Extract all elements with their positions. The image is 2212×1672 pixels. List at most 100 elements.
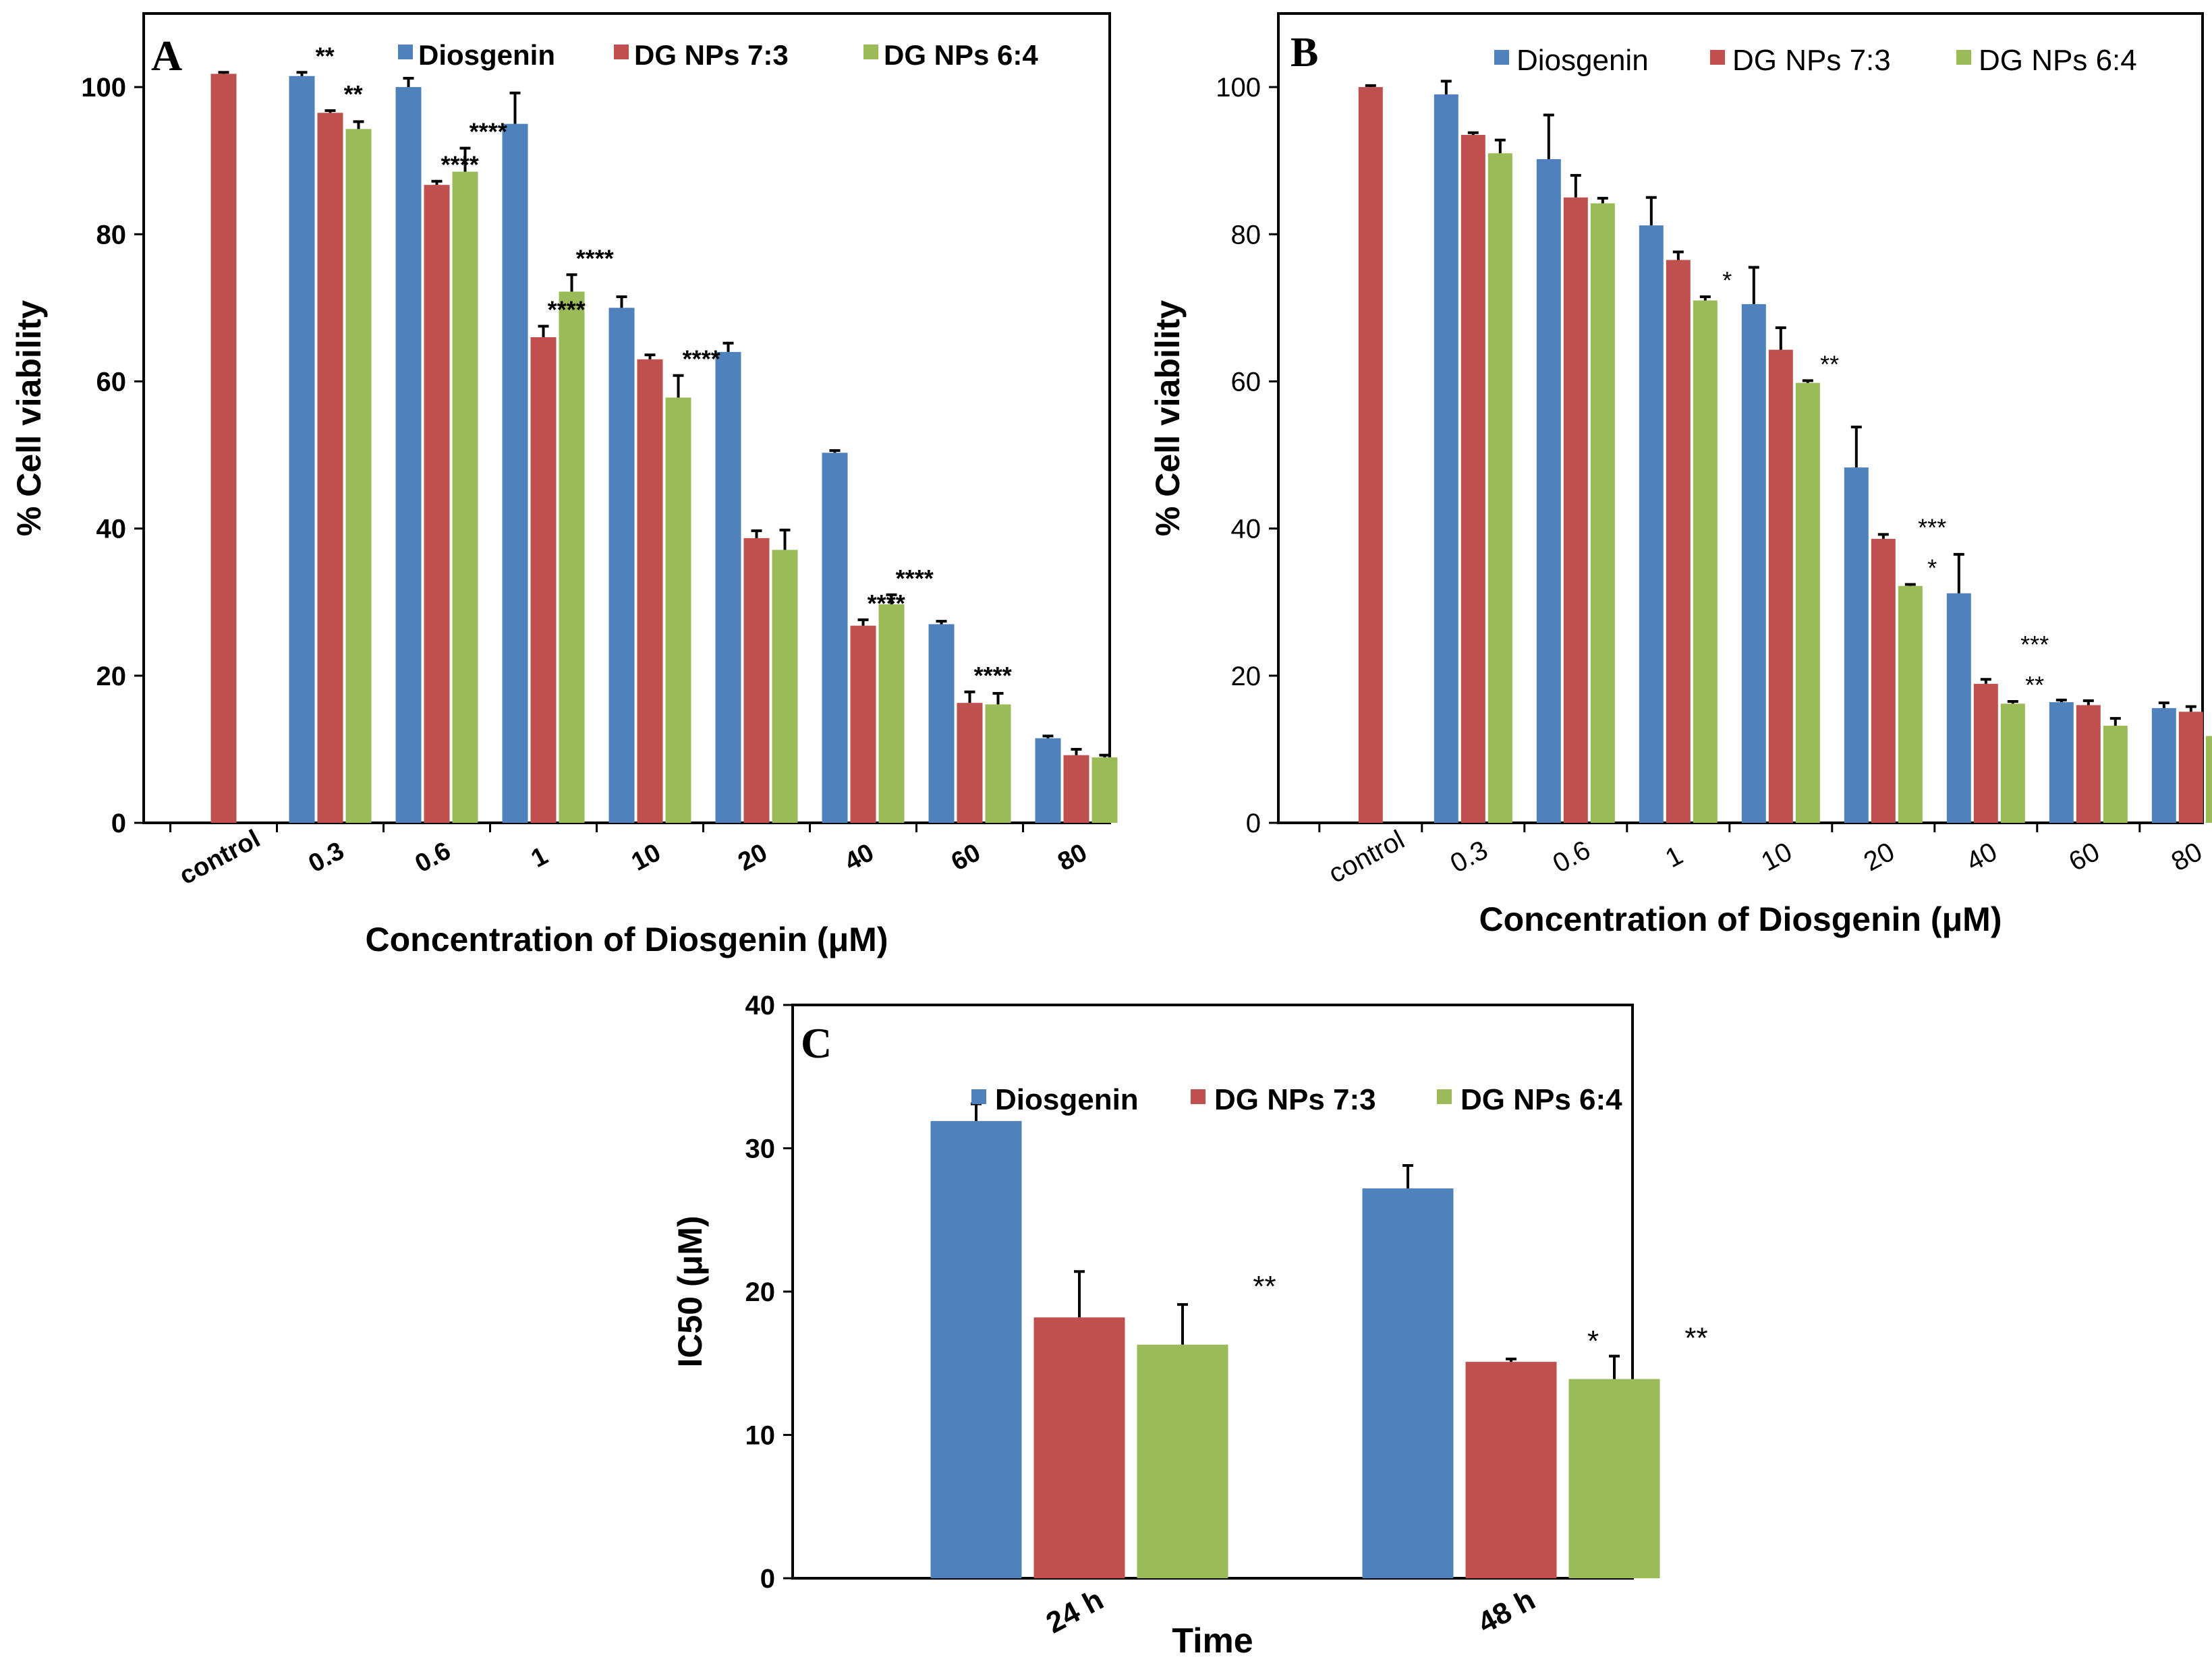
x-tick-label: 1 [1661, 840, 1688, 873]
y-axis-label: % Cell viability [1149, 300, 1187, 536]
legend-item: DG NPs 6:4 [1956, 44, 2137, 77]
significance-annotation: **** [683, 345, 720, 373]
bar [1693, 300, 1718, 823]
legend-label: DG NPs 6:4 [1461, 1083, 1622, 1116]
significance-annotation: **** [896, 565, 934, 592]
legend-item: Diosgenin [398, 39, 555, 71]
significance-annotation: **** [441, 151, 479, 179]
legend-item: DG NPs 7:3 [614, 39, 789, 71]
x-tick-label: 40 [840, 838, 878, 877]
legend-swatch [398, 45, 413, 59]
bar [928, 624, 955, 823]
bar [822, 453, 848, 823]
legend-item: DG NPs 6:4 [863, 39, 1038, 71]
bar [985, 704, 1011, 823]
bar [1741, 304, 1766, 824]
bar [1536, 159, 1561, 823]
x-tick-label: 40 [1962, 837, 2002, 877]
legend-item: Diosgenin [1494, 44, 1649, 77]
bar [743, 538, 770, 823]
bar [2000, 703, 2025, 823]
bar [317, 113, 343, 824]
bar [1362, 1188, 1454, 1578]
bar [1033, 1317, 1125, 1578]
x-tick-label: 10 [1757, 837, 1797, 877]
bar [957, 703, 983, 823]
y-tick-label: 20 [745, 1277, 776, 1307]
bar [210, 74, 237, 823]
bar [2205, 736, 2212, 823]
y-axis-label: IC50 (μM) [671, 1215, 709, 1367]
legend-label: Diosgenin [995, 1083, 1139, 1116]
bar [1639, 225, 1664, 823]
bar [1871, 538, 1896, 823]
legend-item: Diosgenin [971, 1083, 1139, 1116]
significance-annotation: * [1722, 266, 1732, 294]
legend-swatch [1956, 50, 1971, 65]
significance-annotation: ** [2025, 671, 2044, 699]
bar [289, 76, 315, 823]
panel-letter: B [1291, 30, 1318, 76]
x-tick-label: 20 [1859, 837, 1900, 877]
y-tick-label: 0 [1246, 809, 1261, 838]
y-tick-label: 40 [1231, 515, 1261, 544]
x-tick-label: 10 [627, 838, 665, 877]
y-tick-label: 0 [760, 1564, 775, 1594]
bar [1487, 153, 1512, 824]
bar [2178, 712, 2203, 823]
legend-label: Diosgenin [418, 39, 555, 71]
bar [1768, 349, 1793, 823]
bar [1137, 1344, 1228, 1578]
bar [1844, 467, 1869, 823]
significance-annotation: ** [1253, 1270, 1276, 1303]
plot-frame [1277, 12, 2204, 824]
legend-label: Diosgenin [1516, 44, 1649, 77]
bar [1946, 593, 1971, 823]
x-tick-label: control [1324, 825, 1409, 889]
legend-swatch [1191, 1089, 1206, 1104]
y-tick-label: 10 [745, 1421, 776, 1451]
significance-annotation: **** [576, 244, 614, 272]
bar [1063, 755, 1089, 823]
x-tick-label: control [175, 825, 264, 891]
legend-item: DG NPs 6:4 [1437, 1083, 1622, 1116]
legend-swatch [1437, 1089, 1452, 1104]
significance-annotation: **** [868, 589, 905, 617]
bar [452, 171, 478, 823]
legend-swatch [971, 1089, 986, 1104]
bar [502, 123, 528, 824]
significance-annotation: * [1587, 1325, 1599, 1358]
significance-annotation: **** [974, 662, 1012, 689]
bar [1666, 260, 1691, 823]
significance-annotation: * [1927, 554, 1937, 582]
legend-item: DG NPs 7:3 [1710, 44, 1891, 77]
bar [1795, 382, 1820, 823]
y-tick-label: 60 [1231, 367, 1261, 397]
y-tick-label: 20 [1231, 662, 1261, 691]
bar [715, 351, 741, 823]
bar [1563, 197, 1588, 823]
bar [1461, 135, 1485, 823]
y-tick-label: 60 [96, 367, 127, 397]
legend-swatch [1494, 50, 1509, 65]
significance-annotation: *** [2020, 631, 2049, 658]
legend-label: DG NPs 7:3 [1214, 1083, 1376, 1116]
x-tick-label: 80 [2167, 837, 2207, 877]
bar [930, 1121, 1022, 1578]
x-tick-label: 24 h [1041, 1583, 1109, 1640]
bar [395, 87, 422, 823]
bar [2103, 726, 2128, 823]
x-tick-label: 0.3 [304, 836, 349, 878]
bar [2151, 708, 2176, 823]
bar [2076, 705, 2101, 823]
x-axis-label: Time [1172, 1621, 1253, 1661]
x-tick-label: 60 [946, 838, 985, 877]
bar [608, 308, 635, 823]
significance-annotation: *** [1918, 514, 1946, 542]
y-tick-label: 100 [1216, 73, 1261, 103]
x-tick-label: 0.6 [411, 836, 455, 878]
bar [1358, 87, 1383, 823]
bar [637, 359, 663, 823]
